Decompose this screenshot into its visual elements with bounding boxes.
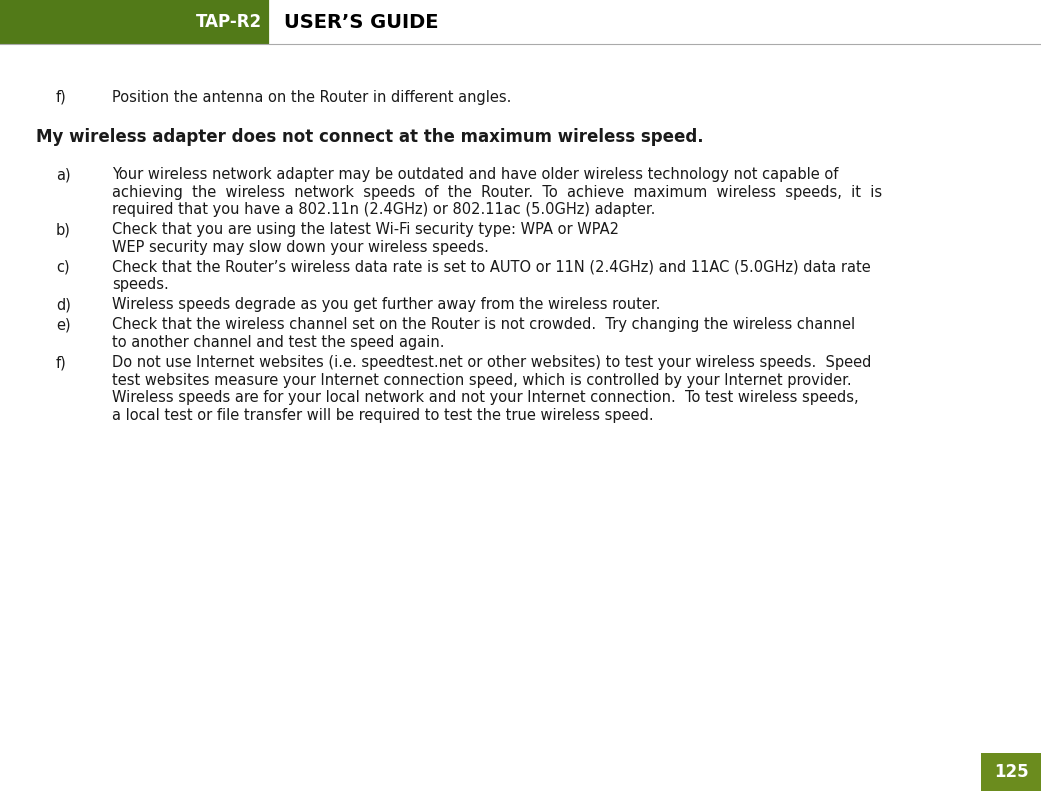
Text: Your wireless network adapter may be outdated and have older wireless technology: Your wireless network adapter may be out… (112, 167, 838, 182)
Text: Check that you are using the latest Wi-Fi security type: WPA or WPA2: Check that you are using the latest Wi-F… (112, 222, 619, 237)
Text: Check that the wireless channel set on the Router is not crowded.  Try changing : Check that the wireless channel set on t… (112, 317, 855, 332)
Text: e): e) (56, 317, 71, 332)
FancyBboxPatch shape (981, 753, 1041, 791)
Text: a local test or file transfer will be required to test the true wireless speed.: a local test or file transfer will be re… (112, 407, 654, 422)
Text: b): b) (56, 222, 71, 237)
Text: Wireless speeds degrade as you get further away from the wireless router.: Wireless speeds degrade as you get furth… (112, 297, 660, 312)
Text: My wireless adapter does not connect at the maximum wireless speed.: My wireless adapter does not connect at … (36, 128, 704, 146)
Text: Do not use Internet websites (i.e. speedtest.net or other websites) to test your: Do not use Internet websites (i.e. speed… (112, 355, 871, 370)
Text: f): f) (56, 90, 67, 105)
Text: achieving  the  wireless  network  speeds  of  the  Router.  To  achieve  maximu: achieving the wireless network speeds of… (112, 184, 882, 199)
Text: test websites measure your Internet connection speed, which is controlled by you: test websites measure your Internet conn… (112, 373, 852, 388)
Text: TAP-R2: TAP-R2 (196, 13, 262, 31)
Text: 125: 125 (994, 763, 1029, 781)
Text: Wireless speeds are for your local network and not your Internet connection.  To: Wireless speeds are for your local netwo… (112, 390, 859, 405)
Text: c): c) (56, 259, 70, 274)
Text: Position the antenna on the Router in different angles.: Position the antenna on the Router in di… (112, 90, 511, 105)
Text: Check that the Router’s wireless data rate is set to AUTO or 11N (2.4GHz) and 11: Check that the Router’s wireless data ra… (112, 259, 870, 274)
Text: f): f) (56, 355, 67, 370)
Text: speeds.: speeds. (112, 278, 169, 292)
Text: to another channel and test the speed again.: to another channel and test the speed ag… (112, 335, 445, 350)
Text: WEP security may slow down your wireless speeds.: WEP security may slow down your wireless… (112, 240, 489, 255)
FancyBboxPatch shape (0, 0, 270, 44)
Text: required that you have a 802.11n (2.4GHz) or 802.11ac (5.0GHz) adapter.: required that you have a 802.11n (2.4GHz… (112, 202, 656, 217)
Text: USER’S GUIDE: USER’S GUIDE (284, 13, 438, 32)
Text: a): a) (56, 167, 71, 182)
Text: d): d) (56, 297, 71, 312)
